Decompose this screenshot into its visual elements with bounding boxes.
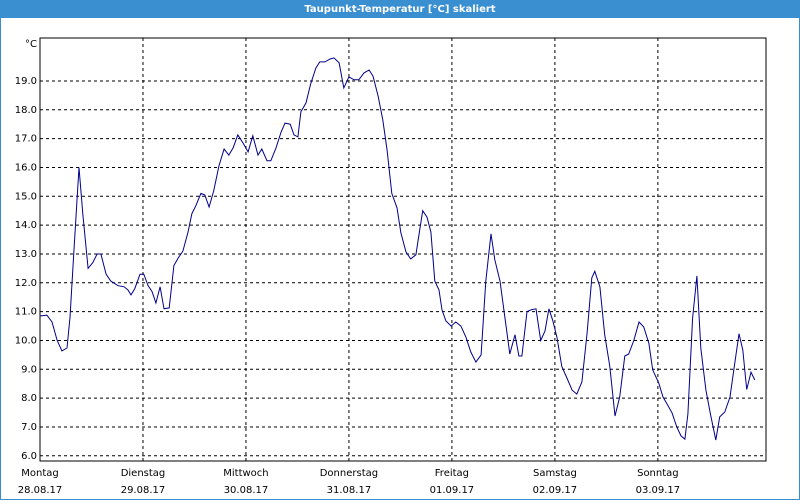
x-tick-label: Dienstag [121,468,166,479]
y-tick-label: 15.0 [15,191,37,202]
title-bar [0,0,800,18]
y-tick-label: 12.0 [15,278,37,289]
x-tick-label: Samstag [533,468,577,479]
x-tick-date: 28.08.17 [18,485,63,496]
y-tick-label: 17.0 [15,134,37,145]
x-tick-date: 31.08.17 [327,485,372,496]
x-tick-label: Montag [21,468,58,479]
x-tick-date: 03.09.17 [636,485,681,496]
y-tick-label: 13.0 [15,249,37,260]
x-tick-label: Mittwoch [223,468,268,479]
y-tick-label: 11.0 [15,307,37,318]
chart-title: Taupunkt-Temperatur [°C] skaliert [304,4,495,15]
y-axis-label: °C [25,39,37,50]
y-tick-label: 10.0 [15,335,37,346]
x-tick-date: 30.08.17 [224,485,269,496]
x-tick-label: Sonntag [637,468,679,479]
y-tick-label: 9.0 [21,364,37,375]
x-tick-label: Freitag [435,468,469,479]
x-tick-date: 01.09.17 [430,485,475,496]
y-tick-label: 8.0 [21,393,37,404]
y-tick-label: 16.0 [15,162,37,173]
data-line [39,57,756,441]
y-tick-label: 19.0 [15,76,37,87]
y-tick-label: 14.0 [15,220,37,231]
x-tick-label: Donnerstag [320,468,378,479]
y-tick-label: 6.0 [21,451,37,462]
y-tick-label: 18.0 [15,105,37,116]
x-tick-date: 02.09.17 [533,485,578,496]
x-tick-date: 29.08.17 [121,485,166,496]
y-tick-label: 7.0 [21,422,37,433]
plot-frame [39,37,767,462]
